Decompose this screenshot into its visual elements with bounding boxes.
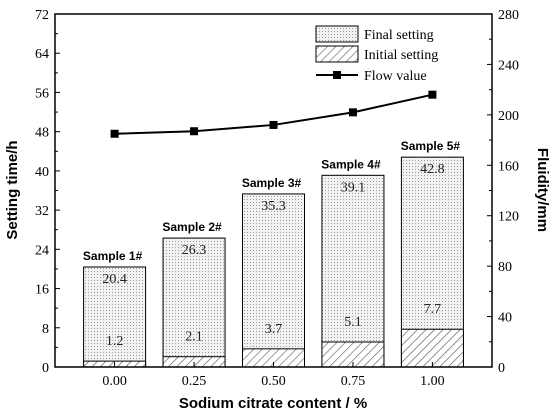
- x-tick-label: 1.00: [420, 374, 445, 389]
- right-tick-label: 200: [498, 109, 519, 124]
- right-axis-title: Fluidity/mm: [534, 148, 550, 232]
- sample-labels: Sample 1# Sample 2# Sample 3# Sample 4# Samp…: [83, 139, 461, 263]
- legend-label-flow: Flow value: [364, 69, 427, 84]
- final-setting-value-label: 26.3: [182, 243, 207, 258]
- final-setting-value-label: 42.8: [420, 162, 445, 177]
- left-tick-label: 40: [35, 165, 49, 180]
- right-tick-label: 120: [498, 210, 519, 225]
- flow-value-marker: [428, 90, 437, 99]
- left-tick-label: 72: [35, 8, 49, 23]
- sample-label: Sample 3#: [242, 176, 302, 190]
- sample-label: Sample 1#: [83, 249, 143, 263]
- flow-value-line: [110, 90, 437, 138]
- left-tick-label: 16: [35, 283, 49, 298]
- left-axis-title: Setting time/h: [4, 140, 21, 239]
- right-tick-label: 80: [498, 260, 512, 275]
- legend-swatch-initial: [315, 45, 359, 63]
- right-tick-label: 40: [498, 311, 512, 326]
- final-setting-bar: [321, 174, 385, 368]
- flow-value-marker: [110, 129, 119, 138]
- final-setting-value-label: 20.4: [102, 272, 127, 287]
- final-setting-value-label: 39.1: [341, 180, 366, 195]
- flow-value-marker: [190, 127, 199, 136]
- left-tick-label: 0: [42, 361, 49, 376]
- initial-setting-value-label: 5.1: [344, 315, 362, 330]
- left-tick-label: 32: [35, 204, 49, 219]
- legend-label-final: Final setting: [364, 28, 434, 43]
- right-tick-label: 280: [498, 8, 519, 23]
- right-axis-ticks: 0 40 80 120 160 200 240 280: [487, 8, 519, 376]
- x-axis-ticks: 0.00 0.25 0.50 0.75 1.00: [102, 362, 445, 389]
- initial-setting-value-label: 7.7: [424, 302, 442, 317]
- left-tick-label: 24: [35, 243, 49, 258]
- final-setting-bar: [242, 193, 305, 368]
- x-tick-label: 0.50: [261, 374, 286, 389]
- final-setting-value-label: 35.3: [261, 199, 286, 214]
- left-tick-label: 64: [35, 47, 49, 62]
- initial-setting-bar: [400, 328, 464, 368]
- sample-label: Sample 4#: [321, 157, 381, 171]
- right-tick-label: 240: [498, 58, 519, 73]
- right-tick-label: 0: [498, 361, 505, 376]
- left-tick-label: 8: [42, 322, 49, 337]
- x-tick-label: 0.00: [102, 374, 127, 389]
- initial-setting-value-label: 1.2: [106, 334, 124, 349]
- legend-label-initial: Initial setting: [364, 48, 438, 63]
- initial-setting-value-label: 2.1: [185, 330, 203, 345]
- legend-marker-flow: [333, 71, 341, 79]
- sample-label: Sample 2#: [162, 220, 222, 234]
- legend: Final setting Initial setting Flow value: [315, 25, 438, 84]
- bar-value-labels: 20.4 1.2 26.3 2.1 35.3 3.7 39.1 5.1 42.8 7.7: [102, 162, 444, 349]
- left-axis-ticks: 0 8 16 24 32 40 48 56 64 72: [35, 8, 60, 376]
- left-tick-label: 48: [35, 126, 49, 141]
- final-setting-bar: [162, 237, 226, 368]
- left-tick-label: 56: [35, 86, 49, 101]
- final-setting-bar: [83, 266, 147, 368]
- x-tick-label: 0.25: [182, 374, 207, 389]
- flow-value-marker: [269, 120, 278, 129]
- legend-swatch-final: [315, 25, 359, 43]
- initial-setting-value-label: 3.7: [265, 322, 283, 337]
- x-axis-title: Sodium citrate content / %: [179, 395, 367, 412]
- sample-label: Sample 5#: [401, 139, 461, 153]
- right-tick-label: 160: [498, 159, 519, 174]
- x-tick-label: 0.75: [341, 374, 366, 389]
- flow-value-marker: [348, 108, 357, 117]
